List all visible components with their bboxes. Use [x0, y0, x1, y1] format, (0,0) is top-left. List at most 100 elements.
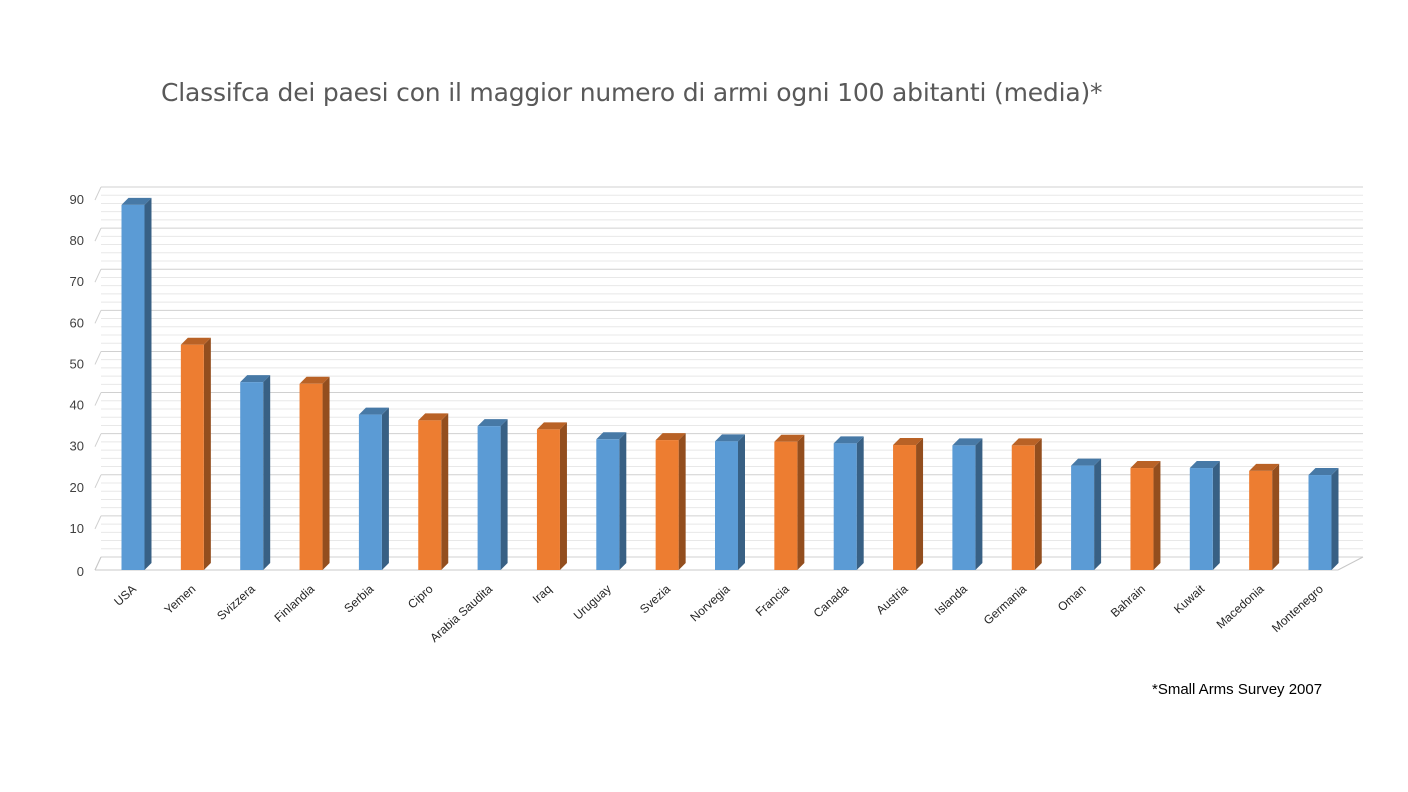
- side-wall-gridline: [94, 269, 102, 283]
- y-tick-label: 20: [70, 480, 84, 495]
- bar-front: [715, 441, 738, 570]
- bar-side: [619, 432, 627, 570]
- bar-side: [856, 436, 864, 570]
- bar-front: [893, 445, 917, 570]
- bar: [240, 375, 271, 570]
- bar-front: [477, 426, 501, 570]
- side-wall-gridline: [94, 186, 102, 201]
- side-wall-gridline: [94, 515, 102, 530]
- x-tick-label: Finlandia: [271, 582, 317, 625]
- bar-side: [559, 422, 567, 570]
- bar-side: [500, 419, 508, 570]
- bar: [952, 438, 983, 570]
- y-tick-label: 0: [77, 564, 84, 579]
- bar-top: [833, 436, 864, 444]
- bar-top: [299, 376, 330, 384]
- bar: [299, 376, 330, 570]
- y-tick-label: 70: [70, 274, 84, 289]
- x-tick-label: Austria: [873, 582, 910, 618]
- bar-side: [322, 376, 330, 570]
- chart-title: Classifca dei paesi con il maggior numer…: [161, 78, 1103, 107]
- x-tick-label: Oman: [1055, 582, 1089, 614]
- bar-front: [1130, 468, 1154, 570]
- y-axis: 0 10 20 30 40 50 60 70 80 90: [70, 192, 84, 579]
- bar-front: [952, 445, 976, 570]
- x-tick-label: Germania: [981, 582, 1030, 628]
- bar: [1071, 458, 1102, 570]
- bar-top: [774, 434, 805, 442]
- bar-side: [441, 413, 449, 570]
- x-tick-label: Norvegia: [687, 582, 732, 625]
- bar-side: [1272, 463, 1280, 570]
- bar: [715, 434, 745, 570]
- bar-top: [952, 438, 983, 446]
- bar-top: [1189, 461, 1220, 469]
- y-tick-label: 50: [70, 356, 84, 371]
- y-tick-label: 80: [70, 233, 84, 248]
- bar-top: [358, 407, 389, 415]
- bar-top: [596, 432, 627, 440]
- bar-top: [180, 337, 211, 345]
- bar-side: [678, 433, 686, 570]
- x-tick-label: Svizzera: [214, 582, 258, 623]
- bar-front: [596, 439, 620, 570]
- bar: [1130, 461, 1161, 570]
- x-tick-label: Iraq: [530, 582, 555, 606]
- bar-front: [655, 440, 679, 570]
- y-tick-label: 30: [70, 439, 84, 454]
- bar-side: [797, 434, 805, 570]
- bar-front: [358, 414, 382, 570]
- x-tick-label: Islanda: [932, 582, 970, 619]
- bar-top: [121, 197, 152, 205]
- bar-top: [240, 375, 271, 383]
- bars: [121, 197, 1339, 570]
- bar-top: [1249, 463, 1280, 471]
- x-tick-label: Canada: [811, 582, 852, 621]
- x-tick-label: Bahrain: [1108, 582, 1148, 620]
- bar: [1308, 468, 1339, 570]
- bar: [477, 419, 508, 570]
- bar-side: [1212, 461, 1220, 570]
- bar: [655, 433, 686, 570]
- y-tick-label: 40: [70, 398, 84, 413]
- x-tick-label: Serbia: [341, 582, 376, 616]
- bar: [418, 413, 449, 570]
- bar-front: [1071, 465, 1095, 570]
- bar-front: [774, 441, 798, 570]
- x-tick-label: Montenegro: [1269, 582, 1326, 635]
- floor-edge: [94, 556, 102, 571]
- x-tick-label: Arabia Saudita: [427, 582, 495, 645]
- bar-side: [144, 197, 152, 570]
- source-footnote: *Small Arms Survey 2007: [1152, 681, 1323, 698]
- bar-front: [833, 443, 857, 570]
- bar-front: [1189, 468, 1213, 570]
- x-tick-label: Svezia: [637, 582, 673, 617]
- bar: [774, 434, 805, 570]
- bar: [1249, 463, 1280, 570]
- bar-front: [299, 383, 323, 570]
- bar-side: [381, 407, 389, 570]
- bar-front: [1011, 445, 1035, 570]
- side-wall-gridline: [94, 392, 102, 406]
- bar-top: [1071, 458, 1102, 466]
- x-tick-label: Kuwait: [1171, 581, 1208, 616]
- bar: [893, 438, 924, 570]
- bar-top: [893, 438, 924, 446]
- bar-top: [1130, 461, 1161, 469]
- x-tick-label: Francia: [753, 582, 792, 619]
- x-tick-label: Uruguay: [571, 582, 614, 623]
- bar-side: [738, 434, 745, 570]
- side-wall-gridline: [94, 227, 102, 242]
- bar-front: [240, 382, 264, 570]
- side-wall-gridline: [94, 474, 102, 488]
- bar-top: [1308, 468, 1339, 476]
- bar-side: [1094, 458, 1102, 570]
- side-wall-gridline: [94, 433, 102, 447]
- x-tick-label: Macedonia: [1214, 582, 1267, 632]
- bar-side: [916, 438, 924, 570]
- bar-side: [975, 438, 983, 570]
- bar: [1189, 461, 1220, 570]
- bar: [358, 407, 389, 570]
- bar-top: [715, 434, 745, 442]
